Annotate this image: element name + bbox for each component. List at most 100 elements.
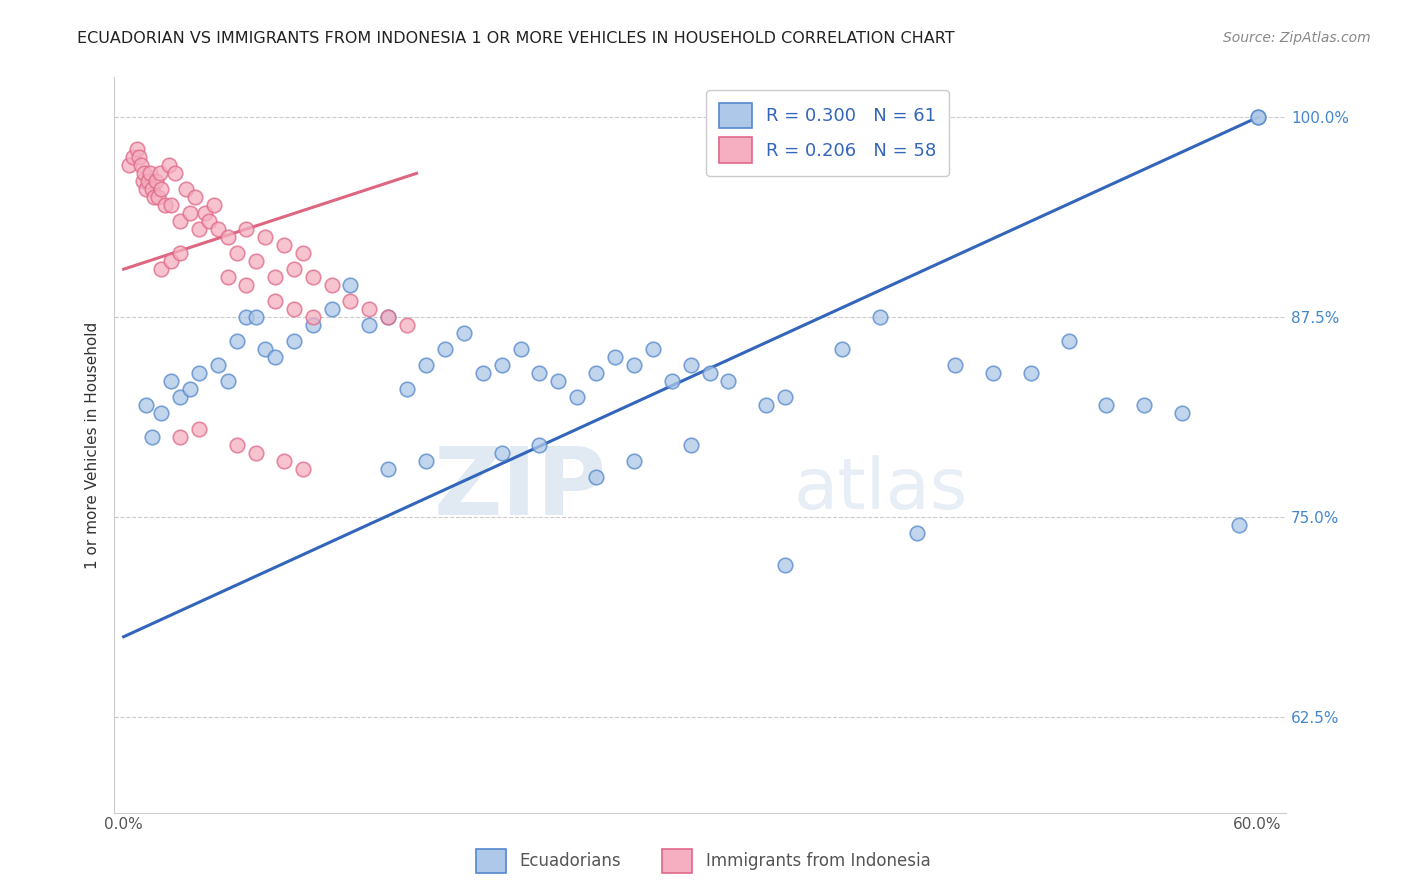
Point	[128, 150, 150, 164]
Point	[254, 230, 277, 244]
Point	[301, 270, 323, 285]
Point	[339, 278, 361, 293]
Point	[179, 206, 201, 220]
Point	[585, 470, 607, 484]
Text: ZIP: ZIP	[433, 443, 606, 535]
Point	[339, 294, 361, 309]
Point	[179, 382, 201, 396]
Point	[491, 446, 513, 460]
Point	[292, 462, 315, 476]
Point	[301, 318, 323, 333]
Point	[150, 262, 173, 277]
Point	[641, 342, 664, 356]
Point	[254, 342, 277, 356]
Point	[217, 270, 239, 285]
Text: ECUADORIAN VS IMMIGRANTS FROM INDONESIA 1 OR MORE VEHICLES IN HOUSEHOLD CORRELAT: ECUADORIAN VS IMMIGRANTS FROM INDONESIA …	[77, 31, 955, 46]
Point	[396, 382, 419, 396]
Point	[471, 366, 494, 380]
Point	[160, 254, 183, 268]
Point	[273, 238, 295, 252]
Point	[226, 246, 249, 260]
Point	[188, 222, 211, 236]
Y-axis label: 1 or more Vehicles in Household: 1 or more Vehicles in Household	[86, 321, 100, 568]
Point	[245, 310, 267, 325]
Point	[155, 198, 177, 212]
Point	[661, 374, 683, 388]
Point	[131, 174, 153, 188]
Point	[547, 374, 569, 388]
Point	[157, 158, 180, 172]
Point	[1095, 398, 1118, 412]
Point	[160, 198, 183, 212]
Point	[509, 342, 531, 356]
Point	[184, 190, 207, 204]
Text: Source: ZipAtlas.com: Source: ZipAtlas.com	[1223, 31, 1371, 45]
Point	[202, 198, 225, 212]
Point	[377, 310, 399, 325]
Point	[160, 374, 183, 388]
Point	[1019, 366, 1042, 380]
Point	[623, 358, 645, 372]
Point	[301, 310, 323, 325]
Point	[141, 182, 163, 196]
Point	[263, 294, 285, 309]
Point	[141, 430, 163, 444]
Point	[118, 158, 141, 172]
Point	[415, 358, 437, 372]
Point	[188, 366, 211, 380]
Point	[831, 342, 853, 356]
Point	[235, 310, 257, 325]
Point	[188, 422, 211, 436]
Point	[415, 454, 437, 468]
Point	[377, 310, 399, 325]
Point	[283, 262, 305, 277]
Point	[377, 462, 399, 476]
Legend: Ecuadorians, Immigrants from Indonesia: Ecuadorians, Immigrants from Indonesia	[470, 842, 936, 880]
Point	[207, 358, 229, 372]
Point	[194, 206, 217, 220]
Point	[197, 214, 219, 228]
Point	[529, 438, 551, 452]
Point	[146, 190, 169, 204]
Point	[1057, 334, 1080, 348]
Point	[321, 278, 343, 293]
Point	[755, 398, 778, 412]
Point	[263, 350, 285, 364]
Point	[396, 318, 419, 333]
Point	[226, 334, 249, 348]
Point	[283, 334, 305, 348]
Point	[169, 430, 191, 444]
Point	[491, 358, 513, 372]
Point	[1171, 406, 1194, 420]
Point	[981, 366, 1004, 380]
Point	[169, 246, 191, 260]
Point	[226, 438, 249, 452]
Point	[136, 174, 159, 188]
Point	[1246, 111, 1268, 125]
Point	[359, 302, 381, 317]
Point	[321, 302, 343, 317]
Point	[623, 454, 645, 468]
Point	[453, 326, 475, 340]
Point	[1227, 517, 1250, 532]
Point	[150, 406, 173, 420]
Point	[245, 254, 267, 268]
Point	[148, 166, 170, 180]
Point	[359, 318, 381, 333]
Point	[699, 366, 721, 380]
Point	[585, 366, 607, 380]
Point	[235, 278, 257, 293]
Point	[129, 158, 152, 172]
Point	[869, 310, 891, 325]
Point	[142, 190, 165, 204]
Point	[603, 350, 626, 364]
Point	[125, 142, 148, 156]
Point	[134, 166, 156, 180]
Text: atlas: atlas	[794, 455, 969, 524]
Point	[717, 374, 740, 388]
Point	[1246, 111, 1268, 125]
Point	[907, 525, 929, 540]
Point	[217, 230, 239, 244]
Point	[679, 438, 702, 452]
Point	[217, 374, 239, 388]
